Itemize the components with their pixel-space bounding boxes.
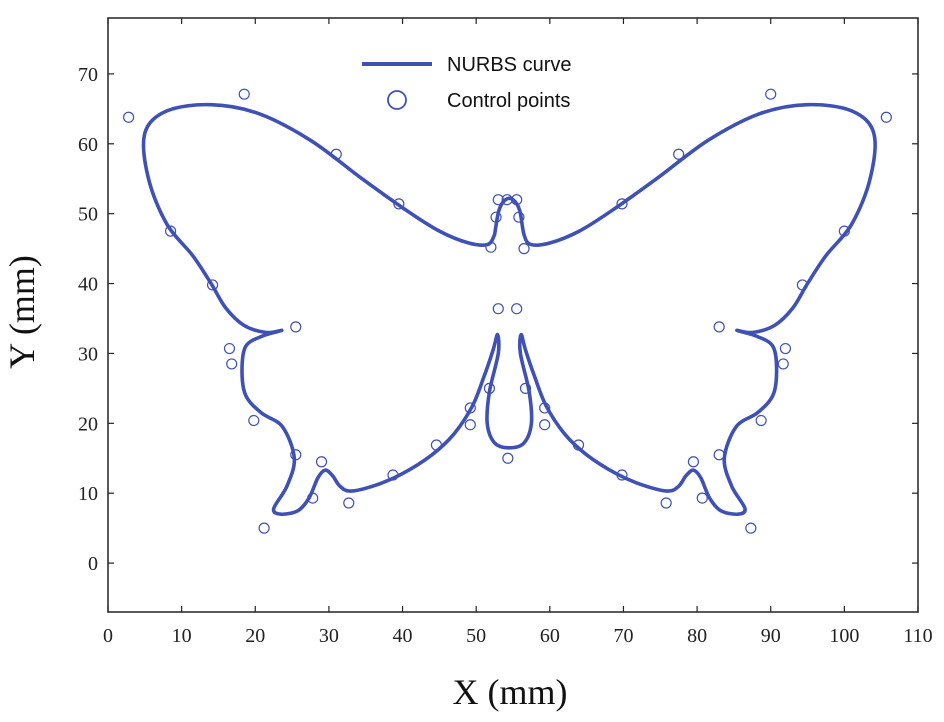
y-tick-label: 20 xyxy=(78,413,98,435)
y-tick-label: 40 xyxy=(78,274,98,296)
x-axis-ticks: 0 10 20 30 40 50 60 70 80 90 100 110 xyxy=(103,18,933,647)
y-tick-label: 70 xyxy=(78,64,98,86)
y-tick-label: 0 xyxy=(88,553,98,575)
control-point-marker xyxy=(513,211,525,223)
control-point-marker xyxy=(713,449,725,461)
control-point-marker xyxy=(238,88,250,100)
nurbs-curve-line xyxy=(141,102,877,517)
control-point-marker xyxy=(206,279,219,291)
control-point-marker xyxy=(687,456,700,468)
x-tick-label: 80 xyxy=(687,625,707,647)
control-point-marker xyxy=(777,358,789,370)
control-point-marker xyxy=(483,382,496,394)
x-tick-label: 20 xyxy=(245,625,265,647)
control-point-marker xyxy=(330,148,342,160)
control-point-marker xyxy=(485,241,497,253)
y-tick-label: 50 xyxy=(78,204,98,226)
control-point-marker xyxy=(290,321,302,333)
control-point-marker xyxy=(223,342,236,355)
y-tick-label: 60 xyxy=(78,134,98,156)
control-point-marker xyxy=(464,402,476,414)
legend: NURBS curve Control points xyxy=(362,54,571,112)
marker-layer xyxy=(123,88,892,534)
control-point-marker xyxy=(430,439,443,451)
x-tick-label: 70 xyxy=(613,625,633,647)
control-point-marker xyxy=(490,211,502,223)
control-point-marker xyxy=(779,342,792,355)
x-tick-label: 10 xyxy=(172,625,192,647)
control-point-marker xyxy=(765,88,777,100)
control-point-marker xyxy=(343,497,355,509)
x-axis-title: X (mm) xyxy=(453,672,568,712)
control-point-marker xyxy=(616,198,628,210)
control-point-marker xyxy=(393,198,405,210)
control-point-marker xyxy=(660,497,672,509)
control-point-marker xyxy=(511,303,523,315)
control-point-marker xyxy=(315,456,328,468)
y-tick-label: 10 xyxy=(78,483,98,505)
x-tick-label: 0 xyxy=(103,625,113,647)
control-point-marker xyxy=(307,492,319,504)
x-tick-label: 110 xyxy=(903,625,932,647)
legend-label-control-points: Control points xyxy=(447,90,570,112)
curve-layer xyxy=(141,102,877,517)
control-point-marker xyxy=(164,225,177,237)
control-point-marker xyxy=(539,419,551,431)
control-point-marker xyxy=(248,414,260,427)
control-point-marker xyxy=(713,321,725,333)
control-point-marker xyxy=(492,194,504,206)
y-tick-label: 30 xyxy=(78,343,98,365)
control-point-marker xyxy=(518,243,530,255)
control-point-marker xyxy=(880,111,892,123)
control-point-marker xyxy=(387,469,399,481)
control-point-marker xyxy=(696,492,708,504)
control-point-marker xyxy=(123,111,135,123)
x-tick-label: 90 xyxy=(761,625,781,647)
legend-marker-swatch xyxy=(387,90,407,110)
control-point-marker xyxy=(673,148,685,160)
control-point-marker xyxy=(464,419,476,431)
control-point-marker xyxy=(796,279,808,291)
x-tick-label: 30 xyxy=(319,625,339,647)
control-point-marker xyxy=(502,452,514,464)
control-point-marker xyxy=(226,358,238,370)
control-point-marker xyxy=(258,522,270,534)
control-point-marker xyxy=(745,522,757,534)
y-axis-title: Y (mm) xyxy=(2,255,42,369)
x-tick-label: 100 xyxy=(829,625,859,647)
control-point-marker xyxy=(572,439,585,451)
control-point-marker xyxy=(838,225,850,237)
control-point-marker xyxy=(290,449,302,461)
control-point-marker xyxy=(492,303,504,315)
control-point-marker xyxy=(519,382,532,394)
y-axis-ticks: 0 10 20 30 40 50 60 70 xyxy=(78,64,918,575)
plot-frame xyxy=(107,17,919,613)
legend-label-nurbs-curve: NURBS curve xyxy=(447,54,571,76)
x-tick-label: 50 xyxy=(466,625,486,647)
control-point-marker xyxy=(539,402,551,414)
control-point-marker xyxy=(755,414,767,427)
control-point-marker xyxy=(616,469,628,481)
x-tick-label: 40 xyxy=(393,625,413,647)
x-tick-label: 60 xyxy=(540,625,560,647)
control-point-marker xyxy=(501,194,513,206)
